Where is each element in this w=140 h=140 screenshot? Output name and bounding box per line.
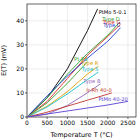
tick-label: 2500 bbox=[120, 119, 135, 126]
plot-area bbox=[27, 9, 128, 117]
series-label: Ir-Rh 40-0 bbox=[86, 87, 112, 93]
series-label: Type C bbox=[102, 22, 121, 29]
tick-label: 0 bbox=[25, 119, 29, 126]
series-label: Type B bbox=[82, 78, 101, 85]
series-label: Type S bbox=[81, 66, 99, 73]
tick-label: 30 bbox=[16, 41, 24, 48]
x-label: Temperature T (°C) bbox=[49, 131, 112, 139]
series-line bbox=[27, 28, 120, 117]
tick-label: 0 bbox=[20, 113, 24, 120]
tick-label: 500 bbox=[41, 119, 53, 126]
tick-label: 20 bbox=[16, 65, 24, 72]
labels: PtMo 5-0.1Type DType GType CPt-PdType BT… bbox=[74, 9, 128, 102]
grid-line bbox=[27, 92, 136, 93]
tick-label: 2000 bbox=[100, 119, 115, 126]
frame bbox=[27, 4, 136, 117]
series-label: PtMo 40-20 bbox=[98, 96, 128, 102]
tick-label: 1500 bbox=[80, 119, 95, 126]
chart: 05001000150020002500010203040PtMo 5-0.1T… bbox=[0, 0, 140, 140]
series-line bbox=[27, 24, 120, 117]
y-label: E(T) (mV) bbox=[0, 45, 8, 76]
tick-label: 10 bbox=[16, 89, 24, 96]
series-line bbox=[27, 62, 88, 117]
tick-label: 1000 bbox=[60, 119, 75, 126]
series-label: PtMo 5-0.1 bbox=[99, 9, 127, 15]
tick-label: 40 bbox=[16, 17, 24, 24]
series-line bbox=[27, 101, 128, 117]
grid-line bbox=[27, 44, 136, 45]
series-line bbox=[27, 22, 120, 117]
